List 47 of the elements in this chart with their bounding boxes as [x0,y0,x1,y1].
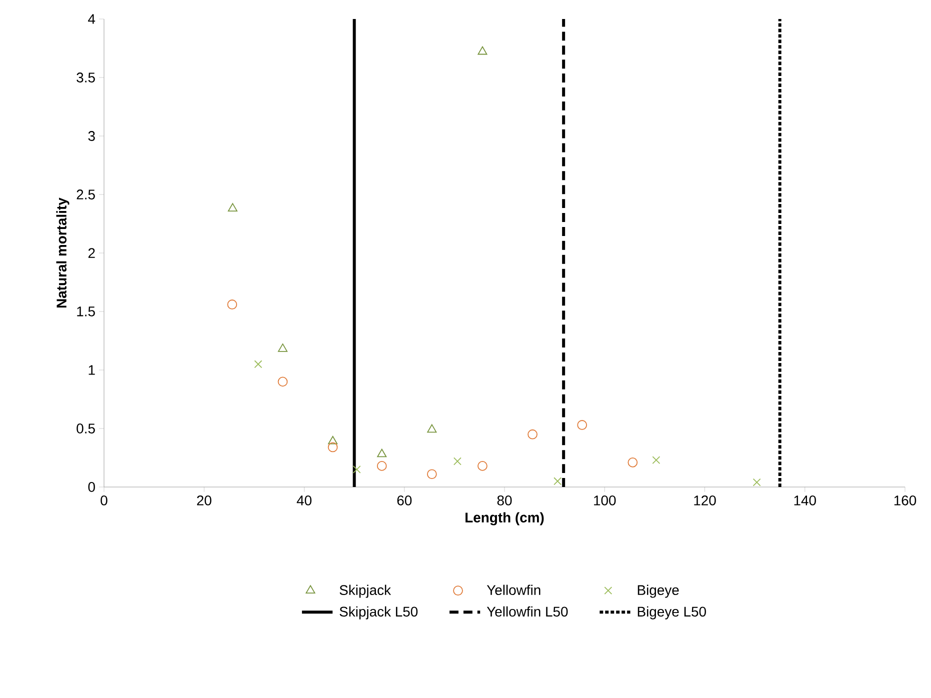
x-tick-label: 160 [894,495,916,506]
x-tick-label: 120 [694,495,716,506]
y-tick-label: 1.5 [77,306,95,316]
point [254,360,262,368]
legend-label: Yellowfin [486,584,540,596]
y-tick-label: 0 [88,482,95,492]
x-tick-label: 140 [794,495,816,506]
y-tick-label: 0.5 [76,424,95,434]
x-tick-label: 100 [594,495,616,506]
legend-label: Skipjack [340,584,391,598]
y-tick-label: 2.5 [76,190,95,200]
x-axis-title: Length (cm) [466,512,544,526]
point [227,300,238,310]
x-tick-label: 20 [197,495,212,506]
point [426,469,437,480]
point [376,461,387,471]
point [628,458,638,468]
point [328,436,338,444]
point [427,424,437,433]
x-tick-label: 80 [497,495,512,506]
point [652,456,660,464]
legend-label: Bigeye [638,584,679,598]
point [328,442,338,452]
x-tick-label: 40 [296,495,312,506]
point [577,420,588,430]
y-tick-label: 4 [88,14,96,24]
point [377,448,387,458]
point [752,478,761,486]
legend-label: Yellowfin L50 [486,606,568,617]
point [528,429,538,440]
legend-label: Bigeye L50 [638,606,706,620]
point [453,457,462,466]
point [478,461,488,471]
y-tick-label: 2 [88,248,95,258]
x-tick-label: 60 [397,495,412,506]
y-tick-label: 3.5 [76,72,95,82]
y-tick-label: 1 [88,365,95,375]
y-tick-label: 3 [88,131,95,141]
point [478,46,488,55]
y-axis-title: Natural mortality [56,198,70,308]
x-tick-label: 0 [100,495,108,506]
point [278,376,288,387]
legend-label: Skipjack L50 [340,606,418,620]
point [554,477,562,486]
point [228,203,238,212]
point [278,344,288,352]
point [352,465,361,474]
